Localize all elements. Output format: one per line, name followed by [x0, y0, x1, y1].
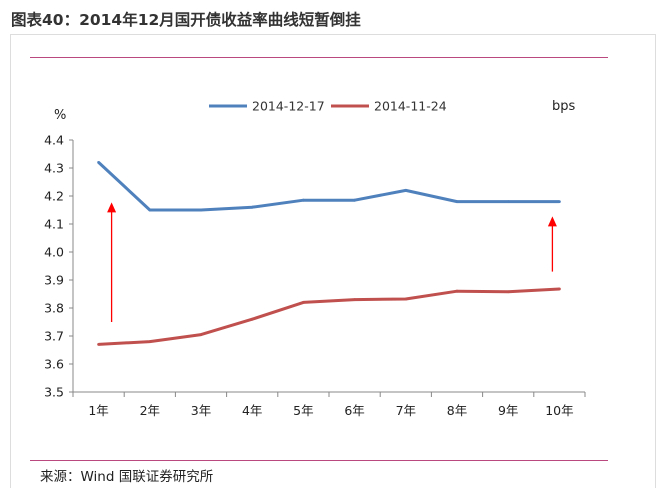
figure-title: 图表40：2014年12月国开债收益率曲线短暂倒挂 — [11, 11, 361, 29]
legend-label: 2014-11-24 — [374, 99, 447, 114]
data-point — [302, 198, 305, 202]
x-tick-label: 7年 — [396, 403, 416, 418]
data-point — [455, 200, 459, 204]
data-point — [558, 287, 561, 291]
series-line-2 — [98, 287, 560, 346]
data-point — [353, 298, 356, 301]
y-tick-label: 3.9 — [44, 273, 64, 288]
data-point — [353, 198, 356, 202]
y-axis-unit-left: % — [54, 108, 66, 123]
chart-panel — [10, 34, 656, 488]
y-tick-label: 4.3 — [44, 161, 64, 176]
series-layer — [97, 161, 561, 346]
data-point — [558, 200, 561, 204]
chart-legend: 2014-12-17 2014-11-24 — [209, 99, 447, 114]
data-point — [302, 301, 305, 304]
data-point — [506, 200, 510, 204]
y-tick-label: 3.6 — [44, 357, 64, 372]
y-tick-label: 3.8 — [44, 301, 64, 316]
chart-axes: 3.5 3.6 3.7 3.8 3.9 4.0 4.1 4.2 4.3 4.4 1年 2年 3年 4年 5年… — [44, 133, 586, 418]
x-tick-label: 1年 — [88, 403, 108, 418]
data-point — [455, 289, 459, 293]
data-point — [404, 189, 408, 192]
data-point — [404, 297, 408, 301]
annotation-arrow-head — [107, 202, 117, 213]
annotation-arrow-head — [547, 216, 557, 227]
y-tick-label: 3.5 — [44, 385, 64, 400]
series-line-1 — [97, 161, 560, 212]
x-tick-label: 4年 — [242, 403, 262, 418]
y-tick-label: 4.0 — [44, 245, 64, 260]
y-axis-unit-right: bps — [552, 99, 576, 114]
data-point — [250, 205, 254, 209]
data-point — [250, 317, 254, 321]
annotation-layer — [107, 202, 557, 322]
top-divider — [30, 57, 608, 58]
data-point — [148, 208, 152, 212]
y-tick-label: 4.4 — [44, 133, 64, 148]
x-tick-label: 6年 — [344, 403, 364, 418]
data-point — [148, 340, 152, 343]
x-tick-label: 10年 — [545, 403, 573, 418]
y-tick-label: 3.7 — [44, 329, 64, 344]
y-tick-label: 4.2 — [44, 189, 64, 204]
x-tick-label: 2年 — [140, 403, 160, 418]
data-point — [97, 161, 100, 164]
bottom-divider — [30, 460, 608, 461]
data-point — [199, 208, 203, 212]
data-point — [199, 333, 203, 336]
source-note: 来源：Wind 国联证券研究所 — [40, 469, 214, 485]
x-tick-label: 5年 — [293, 403, 313, 418]
data-point — [506, 290, 510, 294]
x-tick-label: 3年 — [191, 403, 211, 418]
data-point — [97, 343, 100, 346]
y-tick-label: 4.1 — [44, 217, 64, 232]
x-tick-label: 9年 — [498, 403, 518, 418]
x-tick-label: 8年 — [447, 403, 467, 418]
legend-label: 2014-12-17 — [252, 99, 325, 114]
